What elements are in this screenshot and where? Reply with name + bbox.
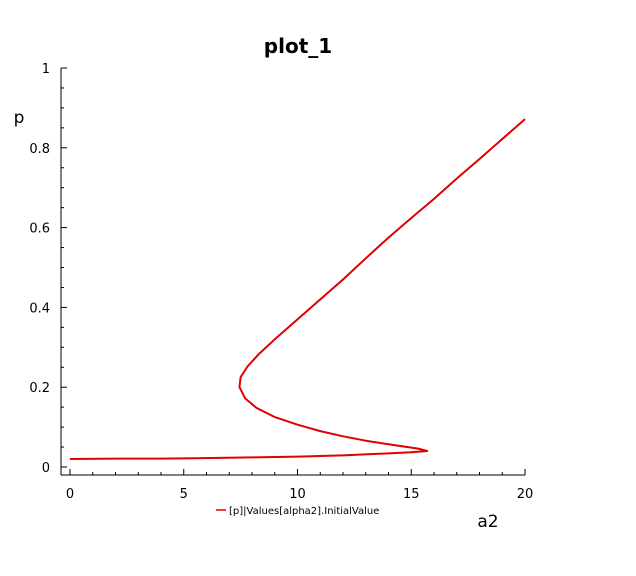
x-tick-label: 5 xyxy=(180,487,188,502)
axes xyxy=(60,68,525,476)
x-tick-label: 15 xyxy=(403,487,420,502)
plot-area xyxy=(69,118,526,460)
y-tick-label: 1 xyxy=(42,62,50,77)
y-tick-label: 0 xyxy=(42,461,50,476)
legend-label: [p]|Values[alpha2].InitialValue xyxy=(229,506,379,517)
y-tick-label: 0.6 xyxy=(29,222,50,237)
y-tick-label: 0.4 xyxy=(29,301,50,316)
x-tick-label: 10 xyxy=(289,487,306,502)
y-tick-label: 0.8 xyxy=(29,142,50,157)
legend: [p]|Values[alpha2].InitialValue xyxy=(216,506,379,517)
y-axis-label: p xyxy=(14,108,25,128)
x-axis-label: a2 xyxy=(477,512,498,532)
x-tick-label: 20 xyxy=(517,487,534,502)
x-tick-label: 0 xyxy=(66,487,74,502)
ticks: 00.20.40.60.810 5 10 15 20 xyxy=(29,62,533,502)
chart-title: plot_1 xyxy=(264,34,332,58)
series-line-p xyxy=(69,118,526,460)
y-tick-label: 0.2 xyxy=(29,381,50,396)
